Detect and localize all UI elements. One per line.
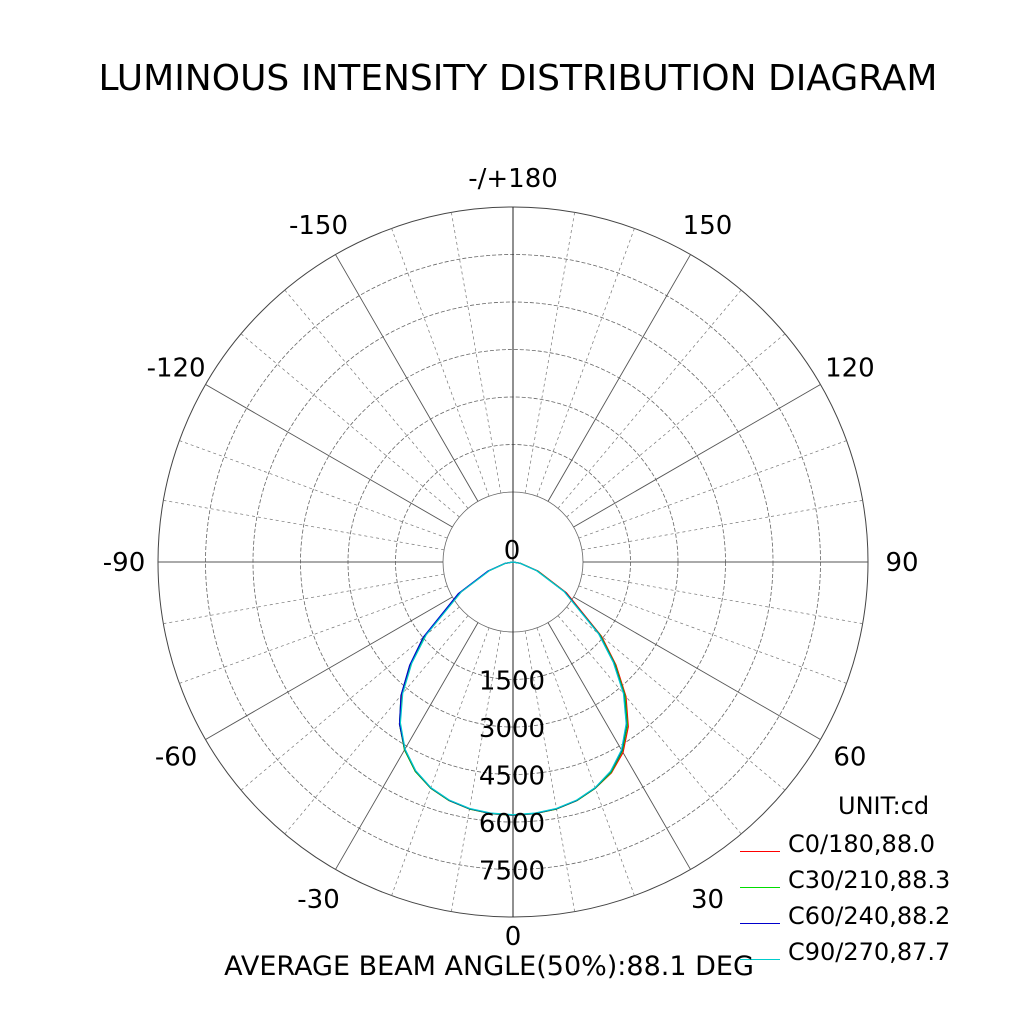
angle-label: 30 [691,885,724,915]
legend-label: C30/210,88.3 [788,866,951,894]
grid-spoke [205,596,453,740]
angle-label: -120 [147,354,206,384]
angle-label: 120 [825,354,875,384]
radial-tick-label: 4500 [479,762,545,792]
radial-tick-label: 3000 [479,714,545,744]
angle-label: 0 [505,922,522,952]
angle-label: 60 [833,743,866,773]
unit-label: UNIT:cd [838,792,930,820]
beam-angle-summary: AVERAGE BEAM ANGLE(50%):88.1 DEG [224,951,754,982]
legend-label: C0/180,88.0 [788,830,935,858]
radial-tick-label: 6000 [479,809,545,839]
grid-layer [157,206,869,918]
angle-label: -/+180 [468,164,558,194]
legend-swatch-c60 [740,922,780,924]
grid-spoke [179,585,448,684]
chart-title: LUMINOUS INTENSITY DISTRIBUTION DIAGRAM [98,58,938,99]
grid-spoke [573,596,821,740]
angle-label: -60 [155,743,197,773]
radial-tick-label: 1500 [479,667,545,697]
grid-spoke [547,254,691,502]
radial-tick-label: 0 [504,536,521,566]
radial-tick-labels: 0 1500 3000 4500 6000 7500 [479,536,545,887]
angle-labels: 0 30 60 90 120 150 -/+180 -150 -120 -90 -60 -30 [103,164,919,952]
legend-swatch-c90 [740,958,780,960]
angle-label: 150 [683,211,733,241]
angle-label: -150 [289,211,348,241]
grid-spoke [335,254,479,502]
grid-spoke [547,622,691,870]
intensity-curves [398,561,629,816]
angle-label: -30 [297,885,339,915]
legend: C0/180,88.0 C30/210,88.3 C60/240,88.2 C9… [740,826,950,970]
intensity-curve-3 [399,561,627,816]
grid-spoke [557,615,742,835]
grid-spoke [205,384,453,528]
grid-spoke [240,333,460,518]
angle-label: 90 [885,548,918,578]
legend-swatch-c0 [740,850,780,852]
legend-label: C90/270,87.7 [788,938,951,966]
grid-spoke [335,622,479,870]
grid-spoke [566,333,786,518]
grid-spoke [391,627,490,896]
legend-item: C60/240,88.2 [740,898,950,934]
legend-item: C90/270,87.7 [740,934,950,970]
legend-item: C30/210,88.3 [740,862,950,898]
radial-tick-label: 7500 [479,857,545,887]
legend-label: C60/240,88.2 [788,902,951,930]
angle-label: -90 [103,548,145,578]
legend-item: C0/180,88.0 [740,826,950,862]
grid-spoke [573,384,821,528]
legend-swatch-c30 [740,886,780,888]
